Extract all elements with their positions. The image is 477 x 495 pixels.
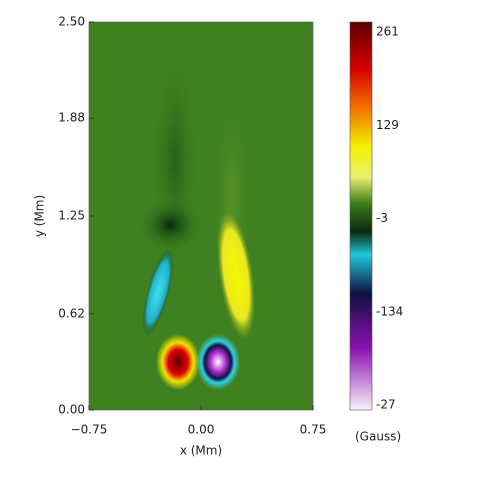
purple-blob	[196, 334, 240, 390]
y-tick-label: 2.50	[58, 15, 85, 29]
cyan-streak	[142, 248, 174, 336]
x-tick-label: −0.75	[71, 423, 108, 437]
shadow	[140, 200, 200, 250]
y-axis-label: y (Mm)	[33, 195, 47, 237]
x-tick-label: 0.75	[300, 423, 327, 437]
yellow-streak	[216, 210, 256, 340]
y-tick-label: 0.00	[58, 403, 85, 417]
x-tick-label: 0.00	[188, 423, 215, 437]
y-tick-label: 1.88	[58, 111, 85, 125]
x-axis-label: x (Mm)	[180, 444, 222, 458]
y-tick-label: 1.25	[58, 209, 85, 223]
colorbar	[349, 21, 373, 411]
colorbar-tick-label: -134	[376, 304, 403, 318]
field-map	[89, 22, 313, 410]
colorbar-tick-label: -27	[376, 398, 396, 412]
red-blob	[156, 334, 200, 390]
y-tick-label: 0.62	[58, 306, 85, 320]
colorbar-tick-label: 129	[376, 118, 399, 132]
colorbar-tick-label: 261	[376, 25, 399, 39]
colorbar-tick-label: -3	[376, 211, 388, 225]
colorbar-label: (Gauss)	[355, 430, 401, 444]
